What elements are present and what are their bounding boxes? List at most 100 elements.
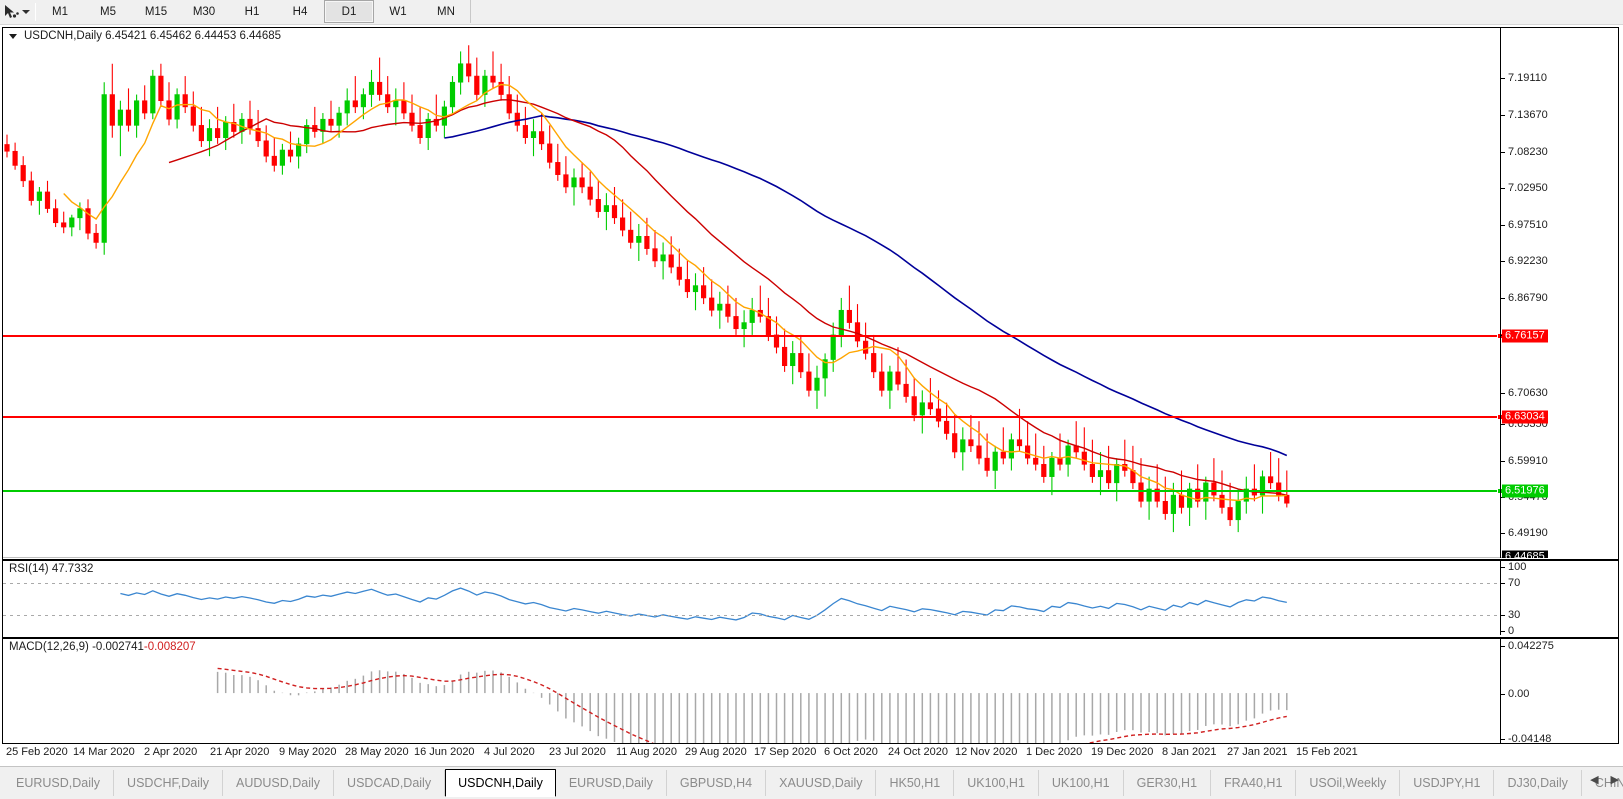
chart-tab-china300-h1[interactable]: CHINA300,H1 — [1582, 770, 1623, 796]
time-axis-label: 19 Dec 2020 — [1091, 746, 1154, 758]
chart-tab-ger30-h1[interactable]: GER30,H1 — [1124, 770, 1212, 796]
timeframe-m1[interactable]: M1 — [52, 5, 68, 18]
macd-name: MACD(12,26,9) — [9, 641, 89, 653]
chart-tab-usoil-weekly[interactable]: USOil,Weekly — [1296, 770, 1401, 796]
chart-tab-usdcnh-daily[interactable]: USDCNH,Daily — [445, 769, 556, 797]
price-tick — [1501, 461, 1505, 462]
price-tick-label: 7.08230 — [1508, 146, 1548, 158]
level-line-handle[interactable] — [1497, 333, 1502, 339]
price-tick — [1501, 533, 1505, 534]
ma-slow-line — [444, 114, 1288, 457]
price-tick — [1501, 424, 1505, 425]
time-axis-label: 23 Jul 2020 — [549, 746, 606, 758]
timeframe-d1[interactable]: D1 — [324, 0, 374, 23]
macd-main-value: -0.002741 — [92, 641, 144, 653]
chart-tab-usdjpy-h1[interactable]: USDJPY,H1 — [1400, 770, 1495, 796]
level-line-handle[interactable] — [1497, 414, 1502, 420]
chart-tab-dj30-daily[interactable]: DJ30,Daily — [1494, 770, 1582, 796]
price-axis[interactable]: 7.19110 7.13670 7.08230 7.02950 6.97510 6.922… — [1500, 28, 1618, 558]
chart-tab-eurusd-daily[interactable]: EURUSD,Daily — [3, 770, 115, 796]
price-tick — [1501, 152, 1505, 153]
timeframe-m5[interactable]: M5 — [100, 5, 116, 18]
chart-tab-audusd-daily[interactable]: AUDUSD,Daily — [223, 770, 335, 796]
chart-tab-uk100-h1[interactable]: UK100,H1 — [1039, 770, 1124, 796]
price-pane[interactable]: USDCNH,Daily 6.45421 6.45462 6.44453 6.4… — [3, 28, 1618, 558]
chart-tab-hk50-h1[interactable]: HK50,H1 — [876, 770, 955, 796]
time-axis-label: 16 Jun 2020 — [414, 746, 475, 758]
macd-tick — [1501, 739, 1505, 740]
price-tick-label: 6.49190 — [1508, 527, 1548, 539]
timeframe-h4[interactable]: H4 — [292, 5, 308, 18]
rsi-axis[interactable]: 100 70 30 0 — [1500, 561, 1618, 635]
price-tick-label: 7.13670 — [1508, 109, 1548, 121]
current-price-badge: 6.44685 — [1502, 550, 1548, 558]
level-line-resistance-upper[interactable] — [3, 333, 1502, 339]
chart-tab-usdcad-daily[interactable]: USDCAD,Daily — [334, 770, 446, 796]
chart-tab-uk100-h1[interactable]: UK100,H1 — [954, 770, 1039, 796]
macd-histogram-chart — [216, 667, 1288, 743]
chevron-down-icon[interactable] — [20, 0, 31, 24]
price-tick — [1501, 393, 1505, 394]
time-axis-label: 21 Apr 2020 — [210, 746, 270, 758]
ma-mid-line — [168, 99, 1287, 496]
timeframe-m15[interactable]: M15 — [144, 5, 168, 18]
rsi-tick — [1501, 615, 1505, 616]
price-tick — [1501, 225, 1505, 226]
price-tick-label: 6.59910 — [1508, 455, 1548, 467]
time-axis-label: 17 Sep 2020 — [754, 746, 817, 758]
time-axis-label: 8 Jan 2021 — [1162, 746, 1217, 758]
chart-tab-xauusd-daily[interactable]: XAUUSD,Daily — [766, 770, 877, 796]
time-axis-label: 2 Apr 2020 — [144, 746, 198, 758]
macd-tick — [1501, 694, 1505, 695]
triangle-left-icon[interactable]: ◀ — [1590, 774, 1599, 786]
macd-tick-label: -0.04148 — [1508, 733, 1552, 743]
rsi-line — [120, 587, 1287, 621]
timeframe-h1[interactable]: H1 — [244, 5, 260, 18]
time-axis-label: 4 Jul 2020 — [484, 746, 535, 758]
timeframe-mn[interactable]: MN — [437, 5, 455, 18]
symbol-quote-bar: USDCNH,Daily 6.45421 6.45462 6.44453 6.4… — [9, 30, 281, 42]
level-line-resistance-lower[interactable] — [3, 414, 1502, 420]
chart-tab-fra40-h1[interactable]: FRA40,H1 — [1211, 770, 1297, 796]
triangle-right-icon[interactable]: ▶ — [1610, 774, 1619, 786]
chart-tab-eurusd-daily[interactable]: EURUSD,Daily — [556, 770, 667, 796]
rsi-line-chart — [120, 587, 1287, 621]
price-plot-area[interactable] — [3, 28, 1502, 558]
current-price-gridline — [3, 557, 1502, 558]
rsi-level-line-70 — [3, 583, 1502, 584]
price-level-badge-resistance-lower[interactable]: 6.63034 — [1502, 410, 1548, 424]
macd-tick-label: 0.00 — [1508, 688, 1530, 700]
price-level-badge-support-green[interactable]: 6.51976 — [1502, 484, 1548, 498]
chart-tab-gbpusd-h4[interactable]: GBPUSD,H4 — [667, 770, 767, 796]
rsi-indicator-label: RSI(14) 47.7332 — [9, 563, 94, 575]
moving-averages — [63, 83, 1288, 502]
crosshair-cursor-icon[interactable] — [2, 3, 20, 21]
rsi-plot-area[interactable] — [3, 561, 1502, 635]
rsi-tick-label: 0 — [1508, 625, 1515, 635]
macd-pane[interactable]: MACD(12,26,9) -0.002741-0.008207 0.04227… — [3, 637, 1618, 743]
macd-plot-area[interactable] — [3, 639, 1502, 743]
price-tick-label: 6.97510 — [1508, 219, 1548, 231]
time-axis-label: 12 Nov 2020 — [955, 746, 1018, 758]
rsi-tick-label: 70 — [1508, 577, 1521, 589]
time-axis-label: 24 Oct 2020 — [888, 746, 948, 758]
time-axis-label: 14 Mar 2020 — [73, 746, 135, 758]
time-axis-label: 29 Aug 2020 — [685, 746, 747, 758]
level-line-handle[interactable] — [1497, 488, 1502, 494]
time-axis-label: 28 May 2020 — [345, 746, 409, 758]
time-axis[interactable]: 25 Feb 2020 14 Mar 2020 2 Apr 2020 21 Apr 2… — [2, 745, 1619, 763]
price-tick — [1501, 261, 1505, 262]
chart-tabs: EURUSD,Daily USDCHF,Daily AUDUSD,Daily USDC… — [3, 769, 1623, 797]
chart-tab-usdchf-daily[interactable]: USDCHF,Daily — [114, 770, 223, 796]
candles — [4, 45, 1290, 533]
timeframe-w1[interactable]: W1 — [389, 5, 407, 18]
macd-tick — [1501, 646, 1505, 647]
rsi-pane[interactable]: RSI(14) 47.7332 100 70 30 0 — [3, 559, 1618, 635]
macd-axis[interactable]: 0.042275 0.00 -0.04148 — [1500, 639, 1618, 743]
timeframe-m30[interactable]: M30 — [192, 5, 216, 18]
level-line-support-green[interactable] — [3, 488, 1502, 494]
candlestick-chart — [4, 45, 1290, 533]
price-level-badge-resistance-upper[interactable]: 6.76157 — [1502, 329, 1548, 343]
chevron-down-icon[interactable] — [9, 33, 17, 39]
